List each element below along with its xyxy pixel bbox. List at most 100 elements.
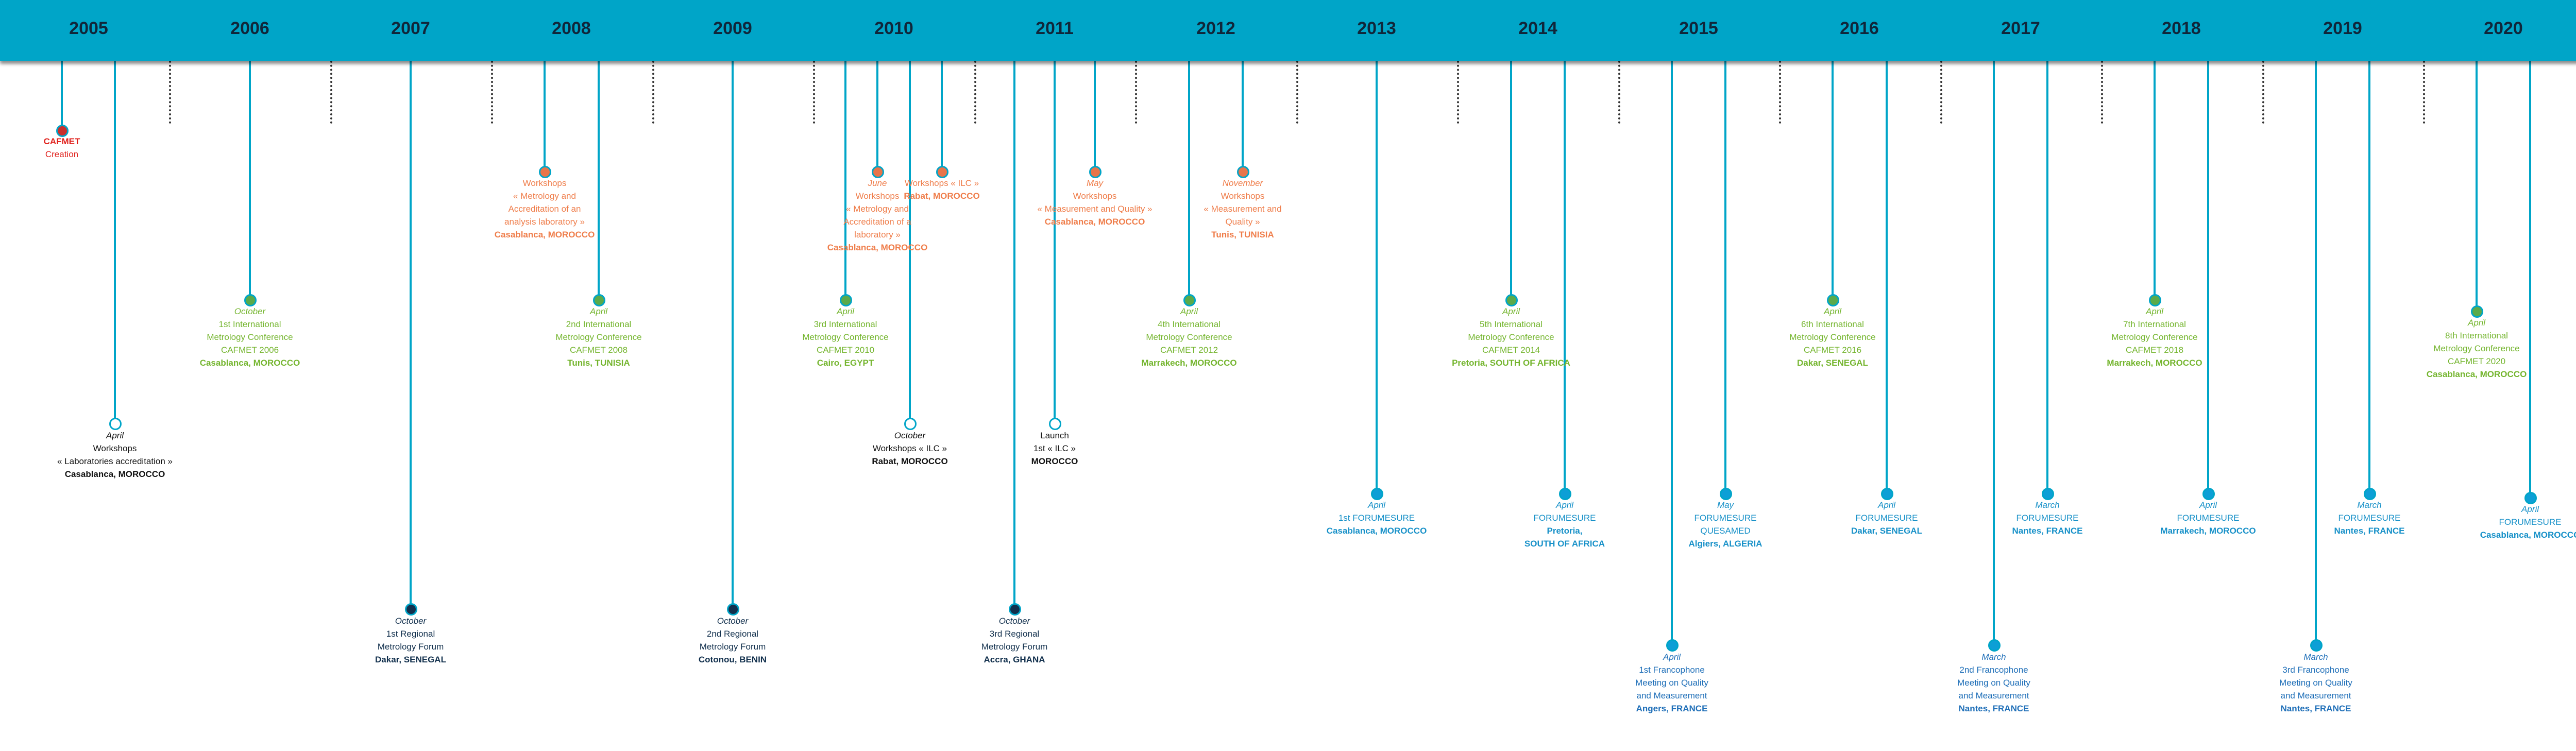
event-text-line: CAFMET 2018 (2125, 345, 2184, 355)
event-text-line: CAFMET 2016 (1803, 345, 1862, 355)
event-text-line: « Measurement and Quality » (1037, 204, 1153, 214)
event-label-conf-2016: April 6th International Metrology Conferen… (1755, 305, 1910, 369)
event-text-line: 6th International (1801, 319, 1864, 329)
event-text-line: April (836, 306, 854, 316)
event-marker (727, 603, 739, 616)
event-label-launch-2011: Launch 1st « ILC » MOROCCO (977, 429, 1132, 468)
event-text-line: April (1502, 306, 1520, 316)
connector-line (941, 57, 943, 172)
event-text-line: October (234, 306, 266, 316)
event-label-workshop-2010-ilc: Workshops « ILC » Rabat, MOROCCO (865, 177, 1019, 202)
connector-line (1886, 57, 1888, 493)
event-marker (2310, 639, 2323, 652)
event-text-line: Metrology Forum (377, 642, 444, 652)
connector-line (2315, 57, 2317, 645)
event-text-line: Accra, GHANA (984, 655, 1045, 664)
event-text-line: Cairo, EGYPT (817, 358, 874, 368)
event-label-francophone-2017: March 2nd Francophone Meeting on Quality an… (1917, 651, 2071, 715)
event-text-line: Casablanca, MOROCCO (494, 230, 595, 240)
year-separator (330, 0, 332, 124)
event-text-line: SOUTH OF AFRICA (1524, 539, 1605, 549)
event-text-line: Workshops « ILC » (904, 178, 979, 188)
event-marker (405, 603, 417, 616)
event-marker (904, 418, 917, 430)
event-text-line: Rabat, MOROCCO (904, 191, 980, 201)
year-separator (1779, 0, 1781, 124)
connector-line (2154, 57, 2156, 300)
event-text-line: Angers, FRANCE (1636, 704, 1708, 713)
event-label-workshop-2005: April Workshops « Laboratories accreditati… (38, 429, 192, 481)
event-label-forumesure-2013: April 1st FORUMESURE Casablanca, MOROCCO (1299, 499, 1454, 537)
connector-line (410, 57, 412, 609)
event-text-line: CAFMET 2020 (2447, 356, 2506, 366)
event-label-conf-2010: April 3rd International Metrology Conferen… (768, 305, 923, 369)
year-separator (1618, 0, 1620, 124)
connector-line (876, 57, 878, 172)
event-text-line: May (1086, 178, 1104, 188)
event-text-line: CAFMET 2014 (1482, 345, 1540, 355)
year-separator (1296, 0, 1298, 124)
event-marker (840, 294, 852, 306)
event-text-line: CAFMET 2012 (1160, 345, 1218, 355)
event-label-conf-2014: April 5th International Metrology Conferen… (1434, 305, 1588, 369)
connector-line (1013, 57, 1015, 609)
event-text-line: April (1823, 306, 1841, 316)
connector-line (2046, 57, 2048, 493)
event-marker (2149, 294, 2161, 306)
connector-line (1724, 57, 1726, 493)
event-text-line: Rabat, MOROCCO (872, 456, 948, 466)
connector-line (1993, 57, 1995, 645)
year-label-2005: 2005 (69, 19, 108, 38)
event-text-line: laboratory » (854, 230, 901, 240)
connector-line (544, 57, 546, 172)
event-text-line: Workshops (1073, 191, 1117, 201)
event-text-line: Metrology Conference (1468, 332, 1554, 342)
event-marker (2524, 492, 2537, 504)
event-text-line: 7th International (2123, 319, 2186, 329)
event-text-line: Meeting on Quality (1957, 678, 2030, 688)
event-text-line: Workshops (93, 443, 137, 453)
event-text-line: Casablanca, MOROCCO (2480, 530, 2576, 540)
connector-line (909, 57, 911, 423)
event-marker (2202, 488, 2215, 500)
event-marker (1559, 488, 1571, 500)
connector-line (1510, 57, 1512, 300)
event-text-line: Metrology Conference (207, 332, 293, 342)
event-marker (1049, 418, 1061, 430)
event-text-line: Marrakech, MOROCCO (1141, 358, 1237, 368)
event-marker (244, 294, 257, 306)
event-text-line: Metrology Conference (2111, 332, 2198, 342)
event-label-workshop-2011: May Workshops « Measurement and Quality » C… (1018, 177, 1172, 228)
event-text-line: April (589, 306, 607, 316)
connector-line (1242, 57, 1244, 172)
event-text-line: Metrology Conference (802, 332, 889, 342)
event-text-line: QUESAMED (1700, 526, 1751, 536)
event-text-line: Casablanca, MOROCCO (827, 243, 928, 252)
event-label-forum-2009: October 2nd Regional Metrology Forum Cotono… (655, 615, 810, 666)
event-text-line: Nantes, FRANCE (2334, 526, 2405, 536)
event-text-line: Casablanca, MOROCCO (2426, 369, 2527, 379)
event-text-line: June (868, 178, 887, 188)
event-text-line: 1st International (218, 319, 281, 329)
event-label-forumesure-2020: April FORUMESURE Casablanca, MOROCCO (2453, 503, 2576, 541)
event-text-line: May (1717, 500, 1734, 510)
event-text-line: « Laboratories accreditation » (57, 456, 173, 466)
event-marker (1666, 639, 1679, 652)
event-text-line: 3rd Francophone (2282, 665, 2349, 675)
event-label-forumesure-2018: April FORUMESURE Marrakech, MOROCCO (2131, 499, 2285, 537)
event-text-line: Casablanca, MOROCCO (64, 469, 165, 479)
year-separator (652, 0, 654, 124)
event-label-francophone-2019: March 3rd Francophone Meeting on Quality an… (2239, 651, 2393, 715)
connector-line (114, 57, 116, 423)
event-text-line: Metrology Conference (1146, 332, 1232, 342)
event-text-line: analysis laboratory » (504, 217, 585, 227)
event-text-line: and Measurement (1636, 691, 1707, 701)
event-label-forum-2011: October 3rd Regional Metrology Forum Accra,… (937, 615, 1092, 666)
year-separator (169, 0, 171, 124)
event-text-line: 1st FORUMESURE (1338, 513, 1415, 523)
event-text-line: 8th International (2445, 331, 2508, 340)
year-label-2006: 2006 (230, 19, 269, 38)
event-text-line: Dakar, SENEGAL (1797, 358, 1868, 368)
event-label-conf-2012: April 4th International Metrology Conferen… (1112, 305, 1266, 369)
event-text-line: « Measurement and (1204, 204, 1282, 214)
